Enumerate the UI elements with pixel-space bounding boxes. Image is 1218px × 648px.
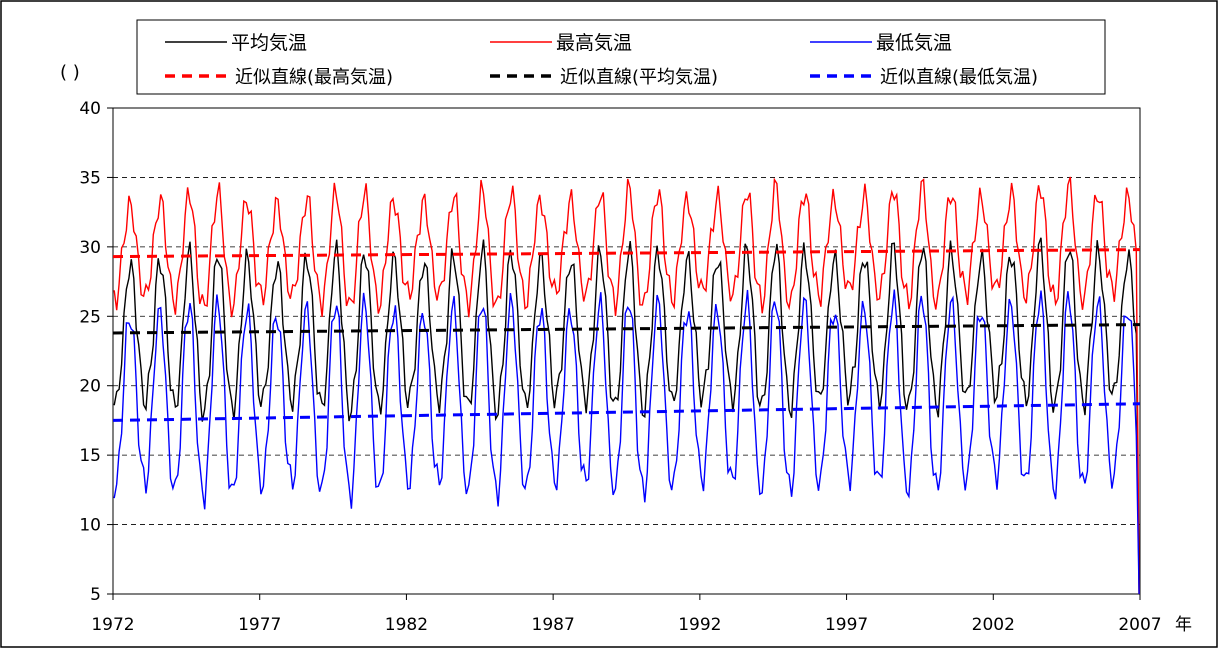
x-axis-unit: 年 xyxy=(1175,615,1192,635)
legend-box xyxy=(136,19,1106,95)
x-tick-label: 1992 xyxy=(678,615,721,635)
plot-area-group: 5 10 15 20 25 30 35 40 1972 1977 1982 1987 1992 1997… xyxy=(79,99,1161,635)
trendline-0 xyxy=(112,248,1141,259)
y-tick-label: 10 xyxy=(79,516,101,536)
y-tick-label: 5 xyxy=(90,585,101,605)
y-tick-label: 30 xyxy=(79,238,101,258)
x-tick-label: 1972 xyxy=(91,615,134,635)
y-tick-label: 15 xyxy=(79,446,101,466)
y-tick-label: 40 xyxy=(79,99,101,119)
x-tick-label: 1982 xyxy=(385,615,428,635)
legend-label: 平均気温 xyxy=(231,32,307,54)
y-tick-label: 20 xyxy=(79,377,101,397)
y-tick-label: 35 xyxy=(79,168,101,188)
x-tick-label: 2007 xyxy=(1118,615,1161,635)
trendline-2 xyxy=(112,402,1141,422)
trendline-1 xyxy=(112,323,1141,335)
x-tick-label: 1977 xyxy=(238,615,281,635)
y-axis-label: ( ) xyxy=(60,62,80,83)
y-tick-label: 25 xyxy=(79,307,101,327)
legend-label: 最高気温 xyxy=(556,32,632,54)
series-line-max xyxy=(113,176,1140,595)
legend-label: 近似直線(最低気温) xyxy=(880,67,1038,88)
series-line-avg xyxy=(113,237,1140,595)
x-tick-label: 2002 xyxy=(972,615,1015,635)
legend-label: 最低気温 xyxy=(876,32,952,54)
x-tick-label: 1997 xyxy=(825,615,868,635)
series-line-min xyxy=(113,289,1140,595)
legend-label: 近似直線(最高気温) xyxy=(235,67,393,88)
x-tick-label: 1987 xyxy=(532,615,575,635)
legend-label: 近似直線(平均気温) xyxy=(560,67,718,88)
